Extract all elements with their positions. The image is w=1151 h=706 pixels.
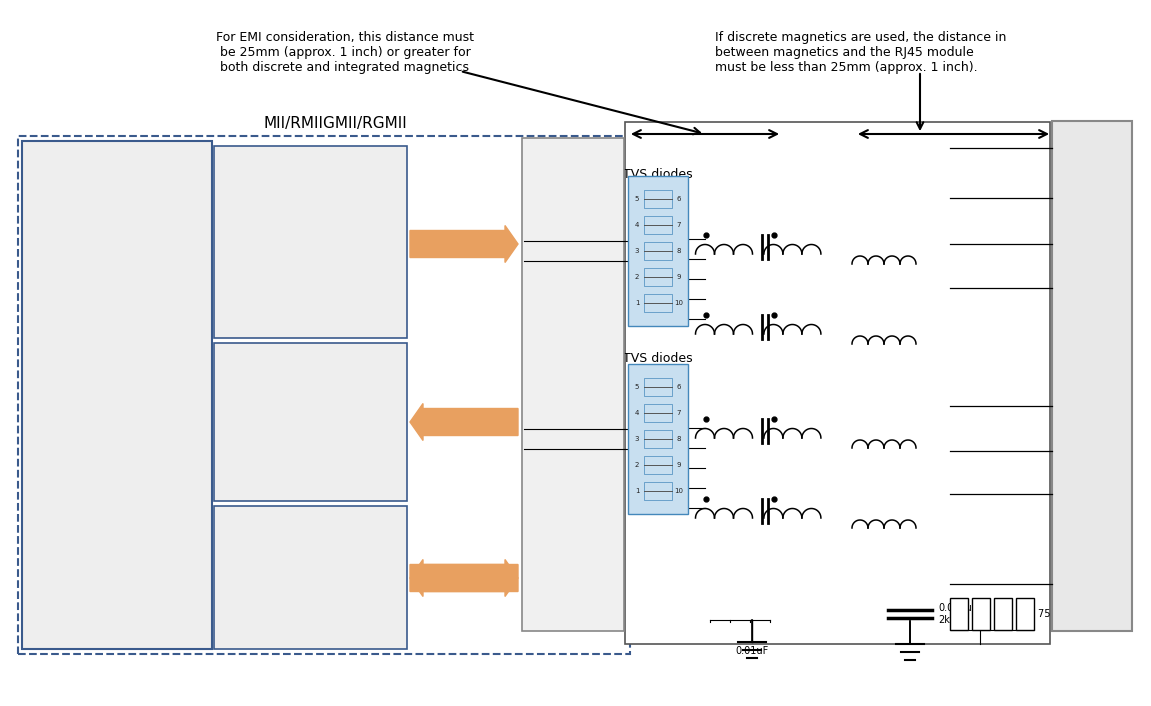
Text: 0.001uF
2kV: 0.001uF 2kV bbox=[938, 603, 977, 625]
FancyArrow shape bbox=[410, 225, 518, 263]
Text: MPU/MCU
MAC: MPU/MCU MAC bbox=[74, 375, 160, 414]
Text: 4: 4 bbox=[1042, 282, 1049, 294]
Bar bbox=[628, 176, 688, 326]
Text: 4: 4 bbox=[635, 222, 639, 228]
Bar bbox=[645, 430, 672, 448]
Bar bbox=[645, 456, 672, 474]
Text: 5: 5 bbox=[1041, 400, 1049, 412]
Text: 1: 1 bbox=[634, 300, 639, 306]
Bar bbox=[645, 378, 672, 396]
Text: 5: 5 bbox=[635, 384, 639, 390]
Bar bbox=[22, 141, 212, 649]
Bar bbox=[1016, 598, 1034, 630]
Text: 1: 1 bbox=[634, 488, 639, 494]
Bar bbox=[994, 598, 1012, 630]
Bar bbox=[645, 482, 672, 500]
Text: 3: 3 bbox=[634, 436, 639, 442]
Bar bbox=[645, 216, 672, 234]
Text: 8: 8 bbox=[677, 436, 681, 442]
Text: 2: 2 bbox=[635, 462, 639, 468]
Text: Ethernet PHY: Ethernet PHY bbox=[565, 336, 580, 432]
Text: 1: 1 bbox=[1042, 141, 1049, 155]
Text: 2: 2 bbox=[1042, 191, 1049, 205]
Text: 6: 6 bbox=[677, 384, 681, 390]
Text: 10: 10 bbox=[674, 488, 684, 494]
Text: MANAGE
MENT: MANAGE MENT bbox=[280, 563, 341, 593]
Bar bbox=[950, 598, 968, 630]
Bar bbox=[645, 294, 672, 312]
Text: 5: 5 bbox=[635, 196, 639, 202]
Text: 2: 2 bbox=[635, 274, 639, 280]
Text: 6: 6 bbox=[1042, 445, 1049, 457]
Text: 7: 7 bbox=[1041, 488, 1049, 501]
Text: MII/RMIIGMII/RGMII: MII/RMIIGMII/RGMII bbox=[264, 116, 406, 131]
Bar bbox=[1052, 121, 1131, 631]
Text: 10: 10 bbox=[674, 300, 684, 306]
FancyArrow shape bbox=[410, 559, 518, 597]
Text: 0.01uF: 0.01uF bbox=[735, 646, 769, 656]
Text: 6: 6 bbox=[677, 196, 681, 202]
Bar bbox=[971, 598, 990, 630]
Bar bbox=[645, 404, 672, 422]
FancyArrow shape bbox=[410, 404, 518, 441]
Text: TRANSMIT: TRANSMIT bbox=[275, 237, 345, 251]
Bar bbox=[645, 268, 672, 286]
Bar bbox=[214, 343, 407, 501]
Bar bbox=[628, 364, 688, 514]
Text: 3: 3 bbox=[634, 248, 639, 254]
FancyArrow shape bbox=[410, 559, 518, 597]
Bar bbox=[18, 136, 630, 654]
Text: 75 Ohms: 75 Ohms bbox=[1038, 609, 1082, 619]
Text: 3: 3 bbox=[1042, 237, 1049, 251]
Text: TVS diodes: TVS diodes bbox=[623, 167, 693, 181]
Text: 8: 8 bbox=[677, 248, 681, 254]
Bar bbox=[645, 190, 672, 208]
Text: RECEIVE: RECEIVE bbox=[281, 415, 340, 429]
Text: 7: 7 bbox=[677, 410, 681, 416]
Bar bbox=[214, 506, 407, 649]
Bar bbox=[625, 122, 1050, 644]
Text: 8: 8 bbox=[1041, 578, 1049, 590]
Text: TVS diodes: TVS diodes bbox=[623, 352, 693, 364]
Bar bbox=[214, 146, 407, 338]
Text: If discrete magnetics are used, the distance in
between magnetics and the RJ45 m: If discrete magnetics are used, the dist… bbox=[715, 31, 1006, 74]
Bar bbox=[523, 138, 624, 631]
Text: 4: 4 bbox=[635, 410, 639, 416]
Text: RJ-45: RJ-45 bbox=[1083, 354, 1102, 397]
Bar bbox=[645, 242, 672, 260]
Text: 9: 9 bbox=[677, 274, 681, 280]
Text: 7: 7 bbox=[677, 222, 681, 228]
Text: 9: 9 bbox=[677, 462, 681, 468]
Text: For EMI consideration, this distance must
be 25mm (approx. 1 inch) or greater fo: For EMI consideration, this distance mus… bbox=[216, 31, 474, 74]
